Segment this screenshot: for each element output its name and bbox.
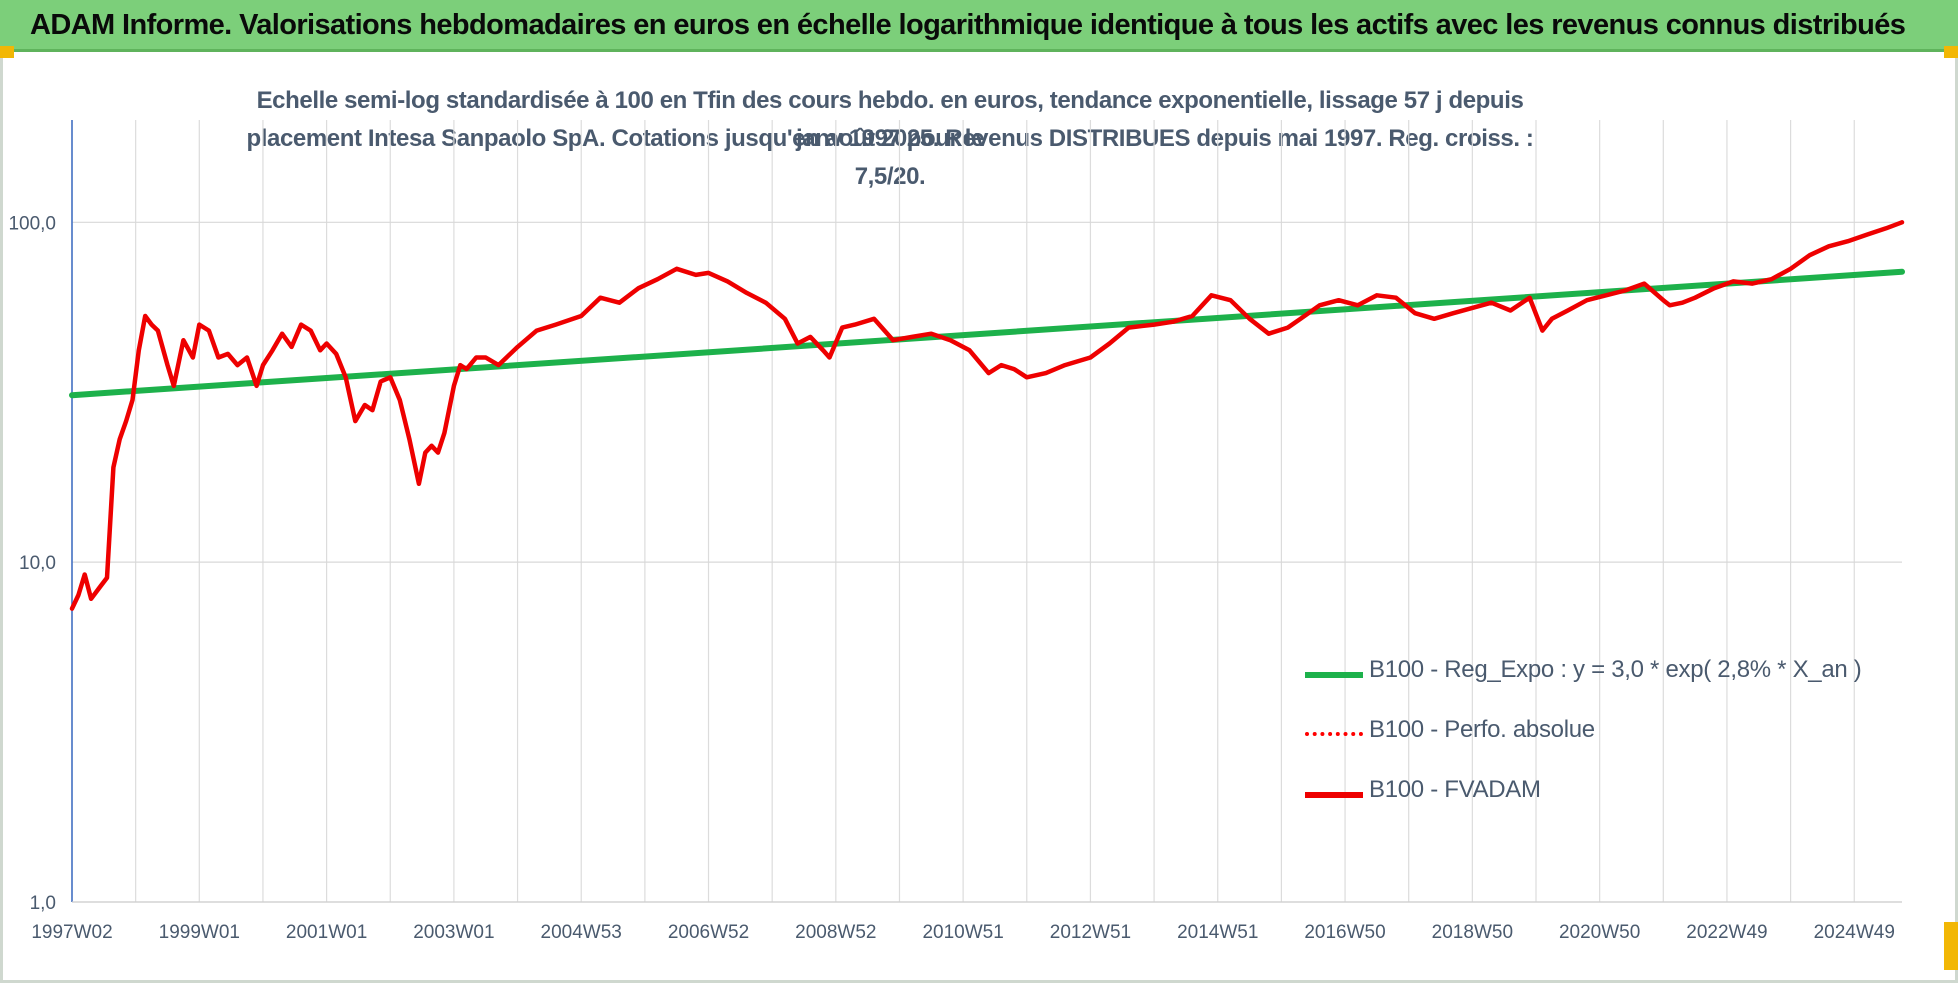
x-tick-label: 2014W51 [1177,922,1258,943]
chart-title-line-2: placement Intesa Sanpaolo SpA. Cotations… [246,125,1534,190]
legend-swatch-regression [1305,672,1363,678]
chart-title-line-1: Echelle semi-log standardisée à 100 en T… [256,87,1524,152]
y-tick-label: 10,0 [19,553,56,574]
legend-label-perfo-absolue: B100 - Perfo. absolue [1369,716,1595,743]
x-tick-label: 2006W52 [668,922,749,943]
x-tick-label: 1999W01 [159,922,240,943]
x-tick-label: 2016W50 [1304,922,1385,943]
y-tick-label: 1,0 [30,893,56,914]
x-tick-label: 2008W52 [795,922,876,943]
y-tick-label: 100,0 [8,213,56,234]
legend-swatch-perfo-absolue [1305,732,1363,736]
corner-marker-top-left [0,46,14,58]
corner-marker-bottom-right [1944,922,1958,970]
x-tick-label: 2010W51 [922,922,1003,943]
legend-label-regression: B100 - Reg_Expo : y = 3,0 * exp( 2,8% * … [1369,656,1862,683]
x-tick-label: 2018W50 [1432,922,1513,943]
corner-marker-top-right [1944,46,1958,58]
fvadam-line [69,220,1905,611]
x-tick-label: 1997W02 [31,922,112,943]
chart-legend: B100 - Reg_Expo : y = 3,0 * exp( 2,8% * … [1305,650,1865,830]
x-tick-label: 2024W49 [1814,922,1895,943]
legend-swatch-fvadam [1305,792,1363,798]
x-tick-label: 2004W53 [541,922,622,943]
report-title: ADAM Informe. Valorisations hebdomadaire… [30,9,1906,41]
legend-label-fvadam: B100 - FVADAM [1369,776,1541,803]
legend-item-perfo-absolue: B100 - Perfo. absolue [1305,710,1865,770]
report-banner: ADAM Informe. Valorisations hebdomadaire… [0,0,1958,52]
legend-item-fvadam: B100 - FVADAM [1305,770,1865,830]
x-tick-label: 2012W51 [1050,922,1131,943]
x-tick-label: 2020W50 [1559,922,1640,943]
x-tick-label: 2001W01 [286,922,367,943]
regression-line [69,268,1905,399]
x-tick-label: 2022W49 [1686,922,1767,943]
x-tick-label: 2003W01 [413,922,494,943]
legend-item-regression: B100 - Reg_Expo : y = 3,0 * exp( 2,8% * … [1305,650,1865,710]
